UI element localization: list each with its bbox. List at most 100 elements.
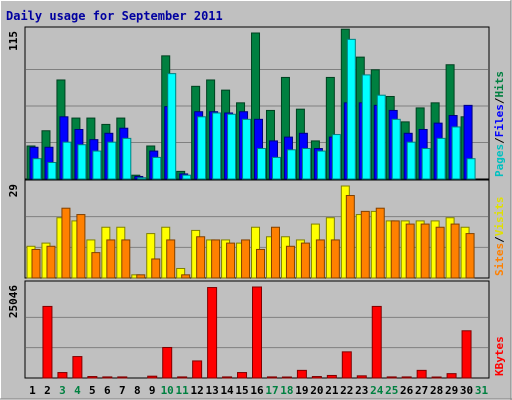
bar-pages-day-25 <box>391 118 401 180</box>
bar-pages-day-1 <box>32 158 42 180</box>
bar-pages-day-6 <box>107 141 117 180</box>
bar-sites-day-9 <box>151 258 161 279</box>
panel-kbytes: 25046 KBytes <box>7 280 506 379</box>
bar-kbytes-day-17 <box>266 376 277 379</box>
x-tick-label: 6 <box>104 384 111 397</box>
legend-entry-sites: Sites <box>493 243 506 276</box>
bar-pages-day-13 <box>212 112 222 180</box>
bar-kbytes-day-18 <box>281 376 292 379</box>
bar-pages-day-12 <box>197 116 207 180</box>
x-tick-label: 23 <box>355 384 368 397</box>
bar-kbytes-day-24 <box>371 305 382 379</box>
bar-sites-day-21 <box>330 239 340 279</box>
bar-sites-day-15 <box>241 239 251 279</box>
bar-sites-day-30 <box>465 233 475 279</box>
x-tick-label: 31 <box>475 384 489 397</box>
bar-pages-day-21 <box>331 134 341 180</box>
x-tick-label: 2 <box>44 384 51 397</box>
x-tick-label: 17 <box>265 384 278 397</box>
x-tick-label: 15 <box>235 384 248 397</box>
x-tick-label: 21 <box>325 384 339 397</box>
bar-sites-day-26 <box>405 223 415 279</box>
bar-kbytes-day-26 <box>401 376 412 379</box>
bar-pages-day-10 <box>167 73 177 180</box>
x-tick-label: 24 <box>370 384 384 397</box>
bar-kbytes-day-20 <box>311 376 322 379</box>
side-legend: Sites/Visits <box>493 197 506 277</box>
x-tick-label: 8 <box>134 384 141 397</box>
legend-separator: / <box>493 137 506 144</box>
bar-kbytes-day-3 <box>57 372 68 379</box>
panel-visits-sites: 29 Sites/Visits <box>7 179 506 279</box>
bar-pages-day-16 <box>257 148 267 180</box>
x-tick-label: 9 <box>149 384 156 397</box>
bar-pages-day-18 <box>286 149 296 180</box>
bar-pages-day-4 <box>77 144 87 180</box>
bar-pages-day-8 <box>137 177 147 180</box>
bar-pages-day-22 <box>346 38 356 180</box>
bar-pages-day-7 <box>122 137 132 180</box>
bar-sites-day-27 <box>420 223 430 279</box>
legend-separator: / <box>493 236 506 243</box>
bar-kbytes-day-25 <box>386 376 397 379</box>
y-max-label: 25046 <box>7 285 20 318</box>
bar-kbytes-day-11 <box>177 376 188 379</box>
bar-sites-day-7 <box>121 239 131 279</box>
bar-sites-day-23 <box>360 210 370 279</box>
x-tick-label: 29 <box>445 384 458 397</box>
bar-sites-day-5 <box>91 252 101 279</box>
bar-pages-day-2 <box>47 161 57 180</box>
legend-separator: / <box>493 97 506 104</box>
bar-kbytes-day-15 <box>237 372 248 379</box>
bar-pages-day-26 <box>406 141 416 180</box>
x-tick-label: 3 <box>59 384 66 397</box>
bar-sites-day-29 <box>450 223 460 279</box>
bar-sites-day-8 <box>136 274 146 279</box>
bar-pages-day-27 <box>421 148 431 180</box>
x-tick-label: 22 <box>340 384 353 397</box>
y-max-label: 115 <box>7 31 20 51</box>
bar-kbytes-day-19 <box>296 369 307 379</box>
side-legend: KBytes <box>493 336 506 376</box>
x-axis-tick-labels: 1 2 3 4 5 6 7 8 9 10 11 12 13 14 15 16 17 18 19 20 21 22 23 24 2… <box>29 384 488 397</box>
bar-kbytes-day-12 <box>192 360 203 379</box>
bar-pages-day-19 <box>301 148 311 180</box>
bar-sites-day-3 <box>61 207 71 279</box>
bar-sites-day-6 <box>106 239 116 279</box>
x-tick-label: 11 <box>176 384 190 397</box>
bar-pages-day-17 <box>271 156 281 180</box>
bar-pages-day-9 <box>152 156 162 180</box>
bar-pages-day-20 <box>316 150 326 180</box>
x-tick-label: 28 <box>430 384 443 397</box>
bar-kbytes-day-13 <box>207 287 218 379</box>
bar-sites-day-16 <box>256 248 266 279</box>
bar-sites-day-25 <box>390 220 400 279</box>
bar-sites-day-18 <box>285 245 295 279</box>
bar-sites-day-24 <box>375 207 385 279</box>
bar-pages-day-3 <box>62 141 72 180</box>
chart-title: Daily usage for September 2011 <box>6 9 223 23</box>
bar-visits-day-9 <box>146 233 156 279</box>
legend-entry-visits: Visits <box>493 197 506 237</box>
bar-pages-day-5 <box>92 150 102 180</box>
y-max-label: 29 <box>7 184 20 197</box>
legend-entry-pages: Pages <box>493 144 506 177</box>
bar-kbytes-day-10 <box>162 346 173 379</box>
x-tick-label: 25 <box>385 384 398 397</box>
bar-pages-day-28 <box>436 137 446 180</box>
bar-visits-day-11 <box>176 267 186 279</box>
bar-kbytes-day-29 <box>446 373 457 379</box>
x-tick-label: 26 <box>400 384 414 397</box>
bar-sites-day-4 <box>76 214 86 279</box>
side-legend: Pages/Files/Hits <box>493 71 506 177</box>
bar-kbytes-day-28 <box>431 376 442 379</box>
bar-pages-day-30 <box>466 158 476 180</box>
x-tick-label: 14 <box>220 384 234 397</box>
bar-kbytes-day-5 <box>87 376 98 379</box>
x-tick-label: 12 <box>191 384 204 397</box>
x-tick-label: 18 <box>280 384 293 397</box>
x-tick-label: 27 <box>415 384 428 397</box>
bar-kbytes-day-9 <box>147 375 158 379</box>
bar-kbytes-day-27 <box>416 369 427 379</box>
